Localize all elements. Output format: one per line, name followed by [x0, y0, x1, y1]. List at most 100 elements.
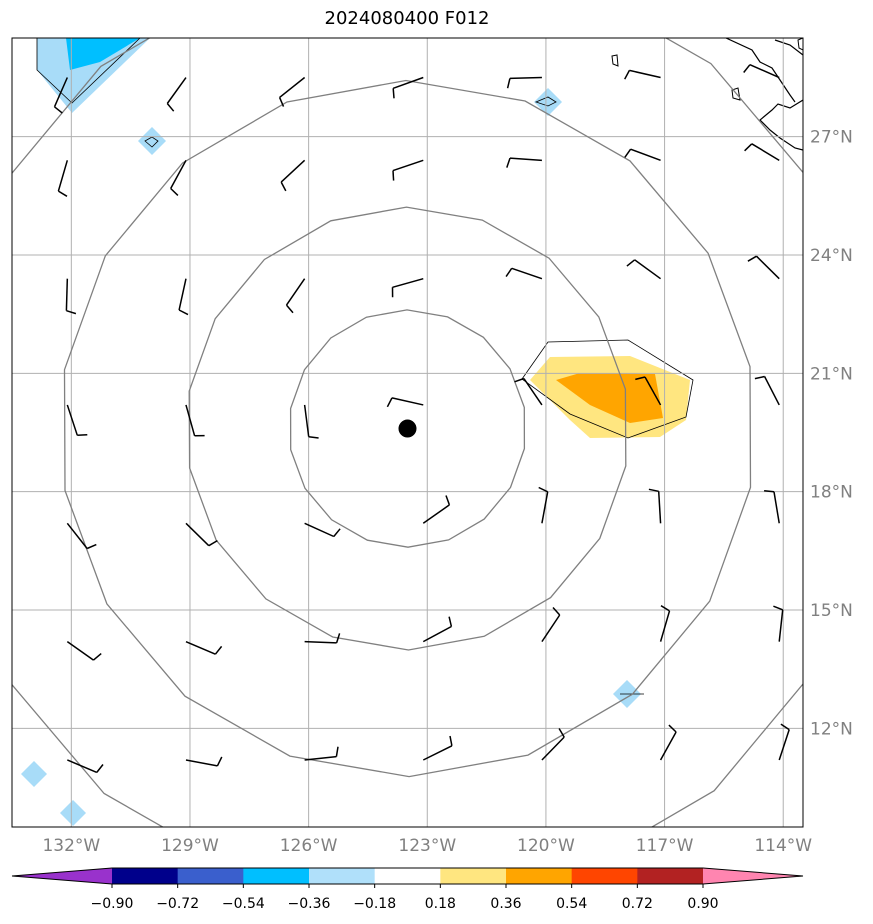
wind-barb — [185, 522, 218, 547]
barb-staff — [392, 277, 424, 289]
barb-staff — [755, 255, 780, 280]
wind-barb — [66, 522, 97, 550]
barb-flag — [285, 304, 294, 314]
colorbar: −0.90 −0.72 −0.54 −0.36 −0.18 0.18 0.36 0.54 0.7… — [11, 867, 804, 912]
colorbar-extend-low — [12, 868, 112, 884]
colorbar-swatch — [309, 868, 376, 884]
lat-label: 27°N — [810, 128, 853, 148]
barb-flag — [660, 605, 670, 612]
barb-staff — [166, 77, 187, 104]
barb-staff — [422, 625, 452, 643]
barb-flag — [333, 528, 341, 537]
barb-staff — [422, 504, 450, 524]
negative-area — [21, 761, 47, 787]
distance-ring — [12, 38, 803, 827]
barb-flag — [308, 435, 319, 439]
barb-staff — [541, 614, 561, 643]
lon-label: 117°W — [636, 836, 694, 856]
wind-barb — [278, 76, 306, 107]
barb-staff — [391, 397, 424, 406]
barb-flag — [66, 309, 77, 315]
barb-staff — [67, 759, 98, 774]
colorbar-label: −0.18 — [353, 896, 396, 912]
barb-flag — [626, 259, 636, 267]
negative-area — [534, 88, 562, 116]
colorbar-label: −0.90 — [91, 896, 134, 912]
wind-barb — [66, 404, 88, 437]
barb-flag — [335, 633, 341, 644]
wind-barb — [624, 148, 661, 162]
colorbar-label: −0.72 — [156, 896, 199, 912]
barb-staff — [778, 729, 790, 761]
barb-staff — [509, 157, 542, 162]
negative-area — [60, 800, 86, 826]
storm-center — [398, 419, 417, 438]
wind-barb — [53, 77, 69, 114]
colorbar-label: −0.36 — [288, 896, 331, 912]
colorbar-swatch — [571, 868, 638, 884]
barb-flag — [96, 764, 104, 773]
distance-rings — [12, 38, 803, 827]
barb-staff — [763, 376, 780, 406]
contour-line — [36, 38, 141, 104]
negative-core — [66, 38, 140, 70]
barb-staff — [634, 259, 662, 280]
lon-label: 120°W — [517, 836, 575, 856]
barb-flag — [743, 64, 751, 73]
barb-staff — [644, 376, 662, 406]
wind-barb — [422, 495, 451, 524]
lon-label: 132°W — [42, 836, 100, 856]
lon-label: 114°W — [754, 836, 812, 856]
barb-flag — [166, 103, 175, 112]
barb-flag — [514, 377, 525, 383]
barb-staff — [749, 64, 780, 79]
barb-staff — [280, 159, 306, 183]
wind-barb — [185, 640, 223, 655]
wind-barb — [538, 486, 549, 524]
wind-barb — [280, 159, 306, 192]
barb-flag — [280, 181, 287, 192]
wind-barb — [66, 641, 102, 661]
barb-flag — [216, 756, 223, 767]
barb-staff — [392, 76, 424, 90]
lat-label: 18°N — [810, 483, 853, 503]
lat-label: 24°N — [810, 246, 853, 266]
contour-line — [534, 96, 557, 107]
colorbar-swatch — [440, 868, 507, 884]
distance-ring — [63, 79, 752, 778]
barb-flag — [668, 724, 677, 733]
wind-barb — [304, 746, 339, 761]
barb-flag — [93, 653, 102, 661]
lat-label: 15°N — [810, 601, 853, 621]
coastline-segment — [759, 99, 803, 151]
anomaly-fills — [21, 38, 694, 826]
colorbar-swatch — [243, 868, 310, 884]
chart-title: 2024080400 F012 — [324, 8, 490, 29]
barb-staff — [53, 77, 69, 108]
colorbar-swatch — [506, 868, 573, 884]
coastline-segment — [725, 38, 796, 103]
center-dot — [398, 419, 417, 438]
island — [611, 54, 619, 67]
wind-barb — [659, 605, 671, 642]
barb-flag — [747, 255, 757, 262]
wind-barb — [659, 724, 677, 761]
wind-barb — [65, 278, 77, 315]
barb-staff — [630, 148, 661, 162]
wind-barb — [624, 69, 661, 80]
wind-barb — [541, 728, 565, 761]
barb-flag — [558, 728, 565, 738]
barb-flag — [648, 488, 659, 493]
barb-staff — [392, 159, 424, 172]
contour-line — [521, 339, 694, 439]
positive-core — [556, 373, 663, 423]
barb-staff — [57, 160, 69, 192]
barb-staff — [185, 404, 196, 437]
wind-barb — [506, 76, 542, 89]
barb-staff — [185, 640, 216, 655]
barb-staff — [304, 755, 337, 761]
barb-staff — [629, 69, 661, 79]
barb-flag — [392, 170, 395, 181]
barb-staff — [751, 143, 780, 161]
colorbar-swatch — [374, 868, 441, 884]
